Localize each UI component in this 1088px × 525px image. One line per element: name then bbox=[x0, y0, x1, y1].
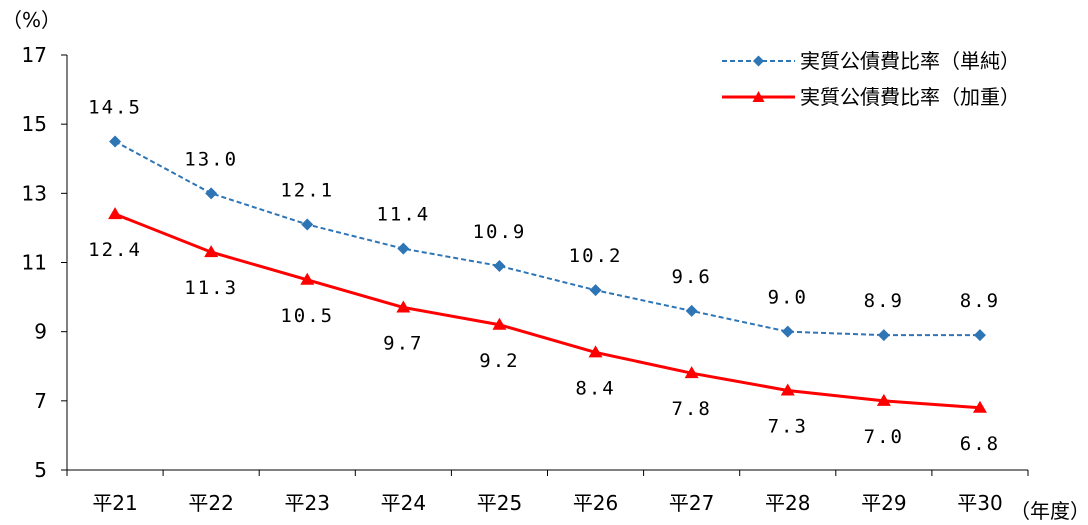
data-label: 7.0 bbox=[864, 426, 904, 448]
y-tick-label: 17 bbox=[22, 43, 47, 67]
data-point-weighted bbox=[684, 366, 699, 379]
x-tick-label: 平23 bbox=[285, 491, 330, 515]
y-tick-label: 11 bbox=[22, 251, 47, 275]
data-label: 10.5 bbox=[280, 305, 334, 327]
data-point-simple bbox=[301, 218, 314, 231]
data-label: 13.0 bbox=[184, 148, 238, 170]
data-point-weighted bbox=[396, 300, 411, 313]
legend-item-weighted: 実質公債費比率（加重） bbox=[722, 85, 1020, 109]
data-label: 9.6 bbox=[671, 266, 711, 288]
data-label: 14.5 bbox=[88, 96, 142, 118]
data-point-simple bbox=[493, 259, 506, 272]
data-label: 9.0 bbox=[768, 287, 808, 309]
data-label: 11.4 bbox=[376, 204, 430, 226]
y-tick-label: 13 bbox=[22, 181, 47, 205]
x-tick-label: 平30 bbox=[957, 491, 1002, 515]
data-point-simple bbox=[685, 304, 698, 317]
data-point-simple bbox=[205, 187, 218, 200]
y-tick-label: 15 bbox=[22, 112, 47, 136]
x-tick-label: 平27 bbox=[669, 491, 714, 515]
legend-label-simple: 実質公債費比率（単純） bbox=[800, 49, 1020, 73]
y-ticks: 5 7 9 11 13 15 17 bbox=[22, 43, 67, 482]
data-point-simple bbox=[397, 242, 410, 255]
legend-diamond-marker bbox=[753, 55, 764, 67]
x-tick-label: 平29 bbox=[861, 491, 906, 515]
data-point-weighted bbox=[972, 400, 987, 413]
x-tick-label: 平28 bbox=[765, 491, 810, 515]
legend: 実質公債費比率（単純） 実質公債費比率（加重） bbox=[722, 49, 1020, 109]
data-label: 7.3 bbox=[768, 415, 808, 437]
data-point-simple bbox=[877, 329, 890, 342]
series-line-weighted bbox=[114, 212, 981, 410]
data-label: 7.8 bbox=[671, 398, 711, 420]
data-label: 8.9 bbox=[960, 290, 1000, 312]
x-tick-label: 平25 bbox=[477, 491, 522, 515]
legend-triangle-marker bbox=[752, 91, 765, 102]
data-label: 12.4 bbox=[88, 239, 142, 261]
data-label: 9.7 bbox=[383, 332, 423, 354]
data-point-simple bbox=[973, 329, 986, 342]
data-label: 6.8 bbox=[960, 433, 1000, 455]
data-point-weighted bbox=[108, 207, 123, 220]
y-tick-label: 7 bbox=[34, 389, 47, 413]
x-tick-label: 平24 bbox=[381, 491, 426, 515]
data-point-simple bbox=[589, 284, 602, 297]
data-label: 10.2 bbox=[569, 245, 623, 267]
data-label: 8.4 bbox=[575, 377, 615, 399]
data-label: 10.9 bbox=[473, 221, 527, 243]
data-point-weighted bbox=[492, 317, 507, 330]
data-point-weighted bbox=[780, 383, 795, 396]
legend-item-simple: 実質公債費比率（単純） bbox=[722, 49, 1020, 73]
x-tick-label: 平21 bbox=[92, 491, 137, 515]
x-unit-label: （年度） bbox=[1010, 499, 1088, 523]
data-label: 12.1 bbox=[280, 179, 334, 201]
data-label: 8.9 bbox=[864, 290, 904, 312]
data-point-weighted bbox=[300, 272, 315, 285]
y-tick-label: 5 bbox=[34, 458, 47, 482]
data-point-simple bbox=[109, 135, 122, 148]
legend-label-weighted: 実質公債費比率（加重） bbox=[800, 85, 1020, 109]
x-ticks: 平21 平22 平23 平24 平25 平26 平27 平28 平29 平30 bbox=[66, 470, 1029, 515]
series-line-simple bbox=[114, 140, 980, 337]
data-point-weighted bbox=[876, 393, 891, 406]
data-point-weighted bbox=[204, 245, 219, 258]
x-tick-label: 平22 bbox=[188, 491, 233, 515]
data-label: 11.3 bbox=[184, 277, 238, 299]
series-layer: 14.5 13.0 12.1 11.4 10.9 10.2 9.6 9.0 8.9 8.9 12.4… bbox=[88, 96, 1000, 455]
y-tick-label: 9 bbox=[34, 320, 47, 344]
data-point-weighted bbox=[588, 345, 603, 358]
x-tick-label: 平26 bbox=[573, 491, 618, 515]
data-point-simple bbox=[781, 325, 794, 338]
data-label: 9.2 bbox=[479, 350, 519, 372]
y-unit-label: （%） bbox=[2, 8, 61, 32]
